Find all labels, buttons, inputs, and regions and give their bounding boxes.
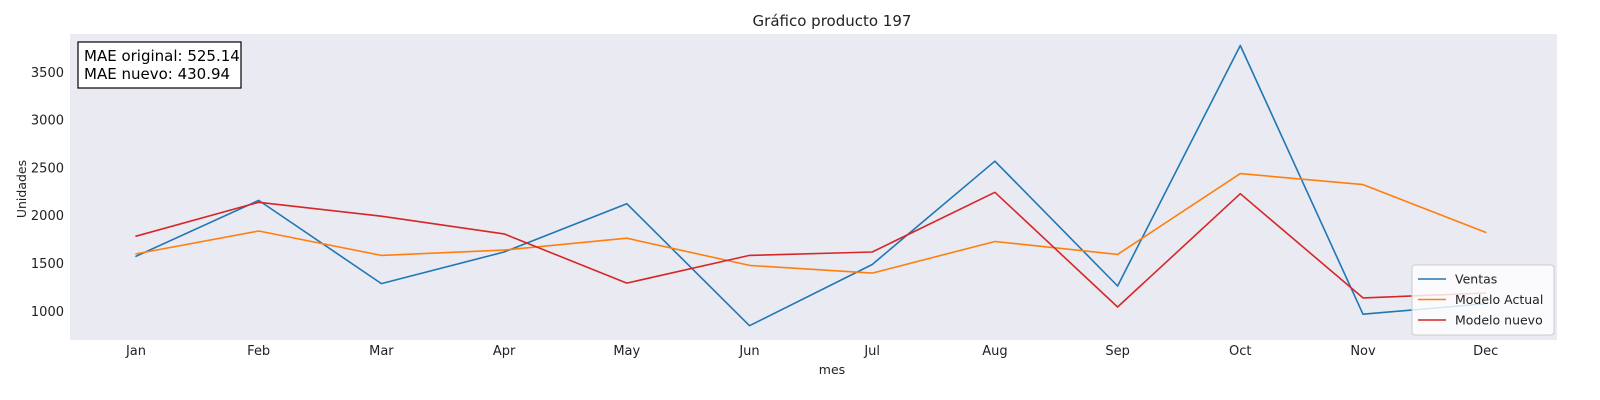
plot-area bbox=[70, 34, 1557, 340]
y-tick-label: 3000 bbox=[31, 114, 64, 129]
series-layer bbox=[135, 44, 1487, 327]
x-tick-label: Jun bbox=[738, 344, 759, 359]
x-axis-title: mes bbox=[819, 362, 845, 377]
legend-item-modelo-actual: Modelo Actual bbox=[1418, 292, 1543, 307]
y-tick-label: 1000 bbox=[31, 305, 64, 320]
legend-frame bbox=[1411, 264, 1555, 336]
series-line-modelo-nuevo bbox=[135, 191, 1487, 308]
x-axis: Jan Feb Mar Apr May Jun Jul Aug Sep Oct Nov Dec bbox=[125, 344, 1498, 359]
y-tick-label: 2000 bbox=[31, 209, 64, 224]
chart-title: Gráfico producto 197 bbox=[753, 12, 912, 30]
mae-annotation-box: MAE original: 525.14 MAE nuevo: 430.94 bbox=[77, 41, 242, 89]
x-tick-label: Feb bbox=[247, 344, 270, 359]
legend-label: Modelo nuevo bbox=[1455, 313, 1543, 328]
annotation-mae-nuevo: MAE nuevo: 430.94 bbox=[84, 65, 230, 83]
legend-label: Modelo Actual bbox=[1455, 292, 1543, 307]
annotation-frame bbox=[77, 41, 242, 89]
x-tick-label: May bbox=[613, 344, 640, 359]
series-line-modelo-actual bbox=[135, 172, 1487, 274]
x-tick-label: Oct bbox=[1229, 344, 1251, 359]
x-tick-label: Sep bbox=[1105, 344, 1130, 359]
y-axis: 1000 1500 2000 2500 3000 3500 bbox=[31, 66, 64, 320]
x-tick-label: Mar bbox=[369, 344, 394, 359]
y-axis-title: Unidades bbox=[14, 160, 29, 218]
legend-item-ventas: Ventas bbox=[1418, 272, 1497, 287]
legend: Ventas Modelo Actual Modelo nuevo bbox=[1411, 264, 1555, 336]
legend-item-modelo-nuevo: Modelo nuevo bbox=[1418, 313, 1543, 328]
x-tick-label: Jul bbox=[863, 344, 880, 359]
x-tick-label: Jan bbox=[125, 344, 146, 359]
y-tick-label: 1500 bbox=[31, 257, 64, 272]
series-line-ventas bbox=[135, 44, 1487, 327]
legend-label: Ventas bbox=[1455, 272, 1497, 287]
y-tick-label: 3500 bbox=[31, 66, 64, 81]
y-tick-label: 2500 bbox=[31, 161, 64, 176]
annotation-mae-original: MAE original: 525.14 bbox=[84, 47, 240, 65]
x-tick-label: Apr bbox=[493, 344, 516, 359]
x-tick-label: Aug bbox=[982, 344, 1007, 359]
x-tick-label: Nov bbox=[1350, 344, 1376, 359]
x-tick-label: Dec bbox=[1473, 344, 1498, 359]
